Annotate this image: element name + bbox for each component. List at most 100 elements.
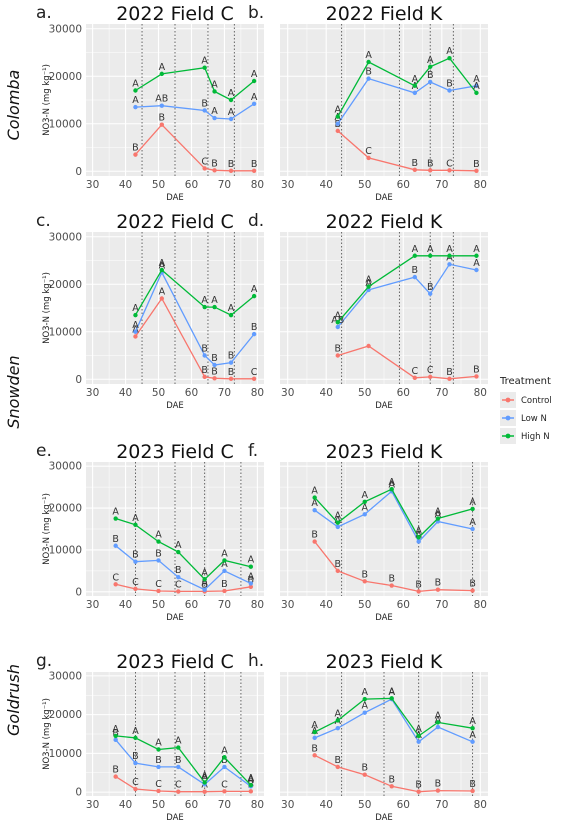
significance-letter: B [469, 779, 476, 790]
data-point [176, 789, 181, 794]
significance-letter: A [132, 726, 139, 737]
significance-letter: A [388, 687, 395, 698]
x-tick-label: 80 [251, 599, 264, 611]
data-point [312, 507, 317, 513]
data-point [474, 90, 479, 96]
data-point [222, 568, 227, 574]
data-point [113, 737, 118, 743]
significance-letter: C [427, 365, 434, 376]
series-control: BBC B B B [132, 113, 257, 173]
x-tick-label: 50 [358, 799, 371, 811]
x-tick-label: 40 [119, 799, 132, 811]
significance-letter: A [251, 284, 258, 295]
significance-letter: B [335, 755, 342, 766]
x-tick-label: 40 [320, 387, 333, 399]
y-tick-label: 10000 [49, 326, 82, 338]
data-point [416, 789, 421, 794]
panel-letter: h. [248, 651, 264, 671]
significance-letter: C [411, 366, 418, 377]
panel-g: g. 2023 Field C 30 40 50 60 70 80 0 10000 20000 300… [36, 651, 264, 822]
significance-letter: A [412, 74, 419, 85]
x-tick-label: 80 [474, 387, 487, 399]
data-point [362, 579, 367, 584]
data-point [435, 788, 441, 793]
data-point [248, 581, 254, 586]
y-tick-label: 20000 [49, 279, 82, 291]
significance-letter: A [412, 244, 419, 255]
significance-letter: A [473, 258, 480, 269]
data-point [133, 152, 138, 157]
x-tick-label: 70 [435, 599, 448, 611]
significance-letter: B [388, 574, 395, 585]
significance-letter: A [159, 287, 166, 298]
significance-letter: A [469, 497, 476, 508]
series-line-low-n [134, 270, 255, 366]
data-point [228, 168, 234, 173]
significance-letter: A [248, 555, 255, 566]
significance-letter: B [427, 70, 434, 81]
significance-letter: A [415, 525, 422, 536]
data-point [435, 724, 441, 730]
x-axis-label: DAE [375, 813, 393, 822]
significance-letter: A [248, 571, 255, 582]
significance-letter: A [335, 310, 342, 321]
x-tick-label: 50 [152, 799, 165, 811]
y-tick-label: 0 [75, 787, 82, 799]
data-point [470, 588, 475, 593]
x-tick-label: 60 [185, 599, 198, 611]
data-point [335, 764, 340, 770]
significance-letter: A [155, 530, 162, 541]
x-axis-label: DAE [166, 401, 184, 411]
significance-letter: B [248, 575, 255, 586]
significance-letter: B [473, 364, 480, 375]
data-point [202, 587, 207, 592]
data-point [156, 539, 161, 544]
panel-letter: g. [36, 651, 52, 671]
y-tick-label: 30000 [49, 461, 82, 473]
significance-letter: B [361, 763, 368, 774]
data-point [412, 90, 418, 96]
data-point [251, 101, 257, 107]
significance-letter: B [155, 755, 162, 766]
significance-letter: B [211, 353, 218, 364]
data-point [389, 487, 394, 492]
data-point [366, 284, 371, 289]
significance-letter: A [388, 477, 395, 488]
data-point [447, 168, 452, 173]
legend-label-high-n: High N [521, 432, 550, 442]
significance-letter: B [415, 579, 422, 590]
legend: Treatment Control Low N High N [499, 376, 552, 444]
data-point [133, 329, 138, 334]
data-point [202, 304, 207, 310]
x-tick-label: 30 [86, 387, 99, 399]
significance-letter: A [311, 486, 318, 497]
x-tick-label: 80 [474, 179, 487, 191]
data-point [228, 376, 234, 381]
y-tick-label: 20000 [49, 709, 82, 721]
significance-letter: B [201, 579, 208, 590]
data-point [435, 720, 441, 725]
x-tick-label: 70 [218, 387, 231, 399]
data-point [389, 696, 394, 701]
significance-letter: A [155, 738, 162, 749]
significance-letter: B [388, 774, 395, 785]
cultivar-label-snowden: Snowden [4, 355, 23, 428]
y-axis-label: NO3-N (mg kg⁻¹) [42, 64, 52, 136]
data-point [133, 522, 138, 528]
y-tick-label: 30000 [49, 231, 82, 243]
significance-letter: C [251, 367, 258, 378]
data-point [156, 747, 161, 752]
significance-letter: C [155, 779, 162, 790]
x-tick-label: 40 [119, 387, 132, 399]
x-tick-label: 30 [86, 799, 99, 811]
significance-letter: A [435, 509, 442, 520]
data-point [133, 88, 138, 93]
significance-letter: A [221, 745, 228, 756]
data-point [176, 589, 181, 594]
y-axis-label: NO3-N (mg kg⁻¹) [42, 493, 52, 565]
x-tick-label: 50 [358, 387, 371, 399]
data-point [202, 353, 207, 358]
data-point [447, 376, 452, 381]
